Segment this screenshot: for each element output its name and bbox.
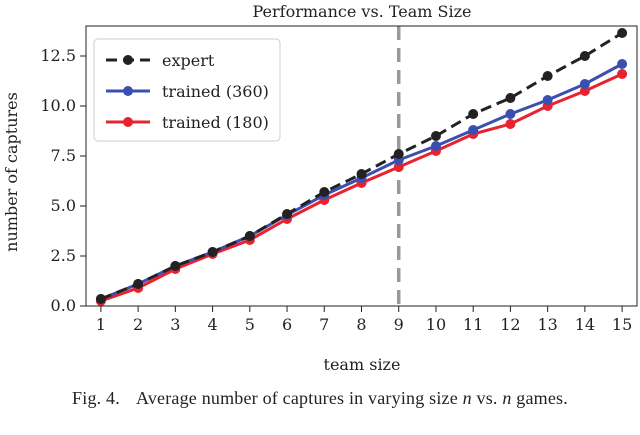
x-tick-label: 2 [133, 315, 143, 334]
legend-label-trained-360: trained (360) [162, 82, 269, 101]
x-tick-label: 7 [319, 315, 329, 334]
x-tick-label: 9 [394, 315, 404, 334]
data-point-expert [244, 231, 255, 241]
chart-title: Performance vs. Team Size [253, 2, 472, 21]
data-point-expert [542, 71, 553, 81]
caption-var-n2: n [502, 388, 512, 408]
data-point-trained-180 [579, 86, 590, 96]
data-point-expert [579, 51, 590, 61]
data-point-expert [617, 28, 628, 38]
data-point-expert [468, 109, 479, 119]
y-tick-label: 7.5 [51, 146, 76, 165]
y-tick-label: 2.5 [51, 246, 76, 265]
legend-marker-trained-180 [123, 117, 133, 127]
y-tick-label: 0.0 [51, 296, 76, 315]
x-tick-label: 6 [282, 315, 292, 334]
data-point-expert [393, 149, 404, 159]
figure-label: Fig. 4. [72, 388, 120, 408]
y-tick-label: 12.5 [40, 46, 76, 65]
x-tick-label: 14 [575, 315, 595, 334]
x-tick-label: 11 [463, 315, 483, 334]
data-point-trained-360 [468, 125, 479, 135]
legend-marker-expert [123, 55, 133, 65]
x-axis-label: team size [324, 355, 401, 374]
y-tick-label: 10.0 [40, 96, 76, 115]
data-point-trained-180 [617, 69, 628, 79]
x-tick-label: 13 [537, 315, 557, 334]
caption-text-1: Average number of captures in varying si… [135, 388, 463, 408]
x-tick-label: 10 [426, 315, 446, 334]
data-point-trained-360 [430, 141, 441, 151]
data-point-expert [505, 93, 516, 103]
legend-box [93, 38, 281, 142]
x-tick-label: 3 [170, 315, 180, 334]
x-tick-label: 15 [612, 315, 632, 334]
data-point-expert [170, 261, 181, 271]
x-tick-label: 12 [500, 315, 520, 334]
y-tick-label: 5.0 [51, 196, 76, 215]
data-point-expert [319, 187, 330, 197]
x-tick-label: 1 [96, 315, 106, 334]
data-point-expert [282, 209, 293, 219]
series-layer [95, 28, 628, 306]
data-point-trained-360 [579, 79, 590, 89]
data-point-trained-360 [542, 95, 553, 105]
line-chart: Performance vs. Team Size 1 2 3 4 5 6 7 8 9 10 11 1… [2, 2, 638, 374]
caption-text-2: vs. [471, 388, 503, 408]
legend-label-expert: expert [162, 51, 215, 70]
legend-marker-trained-360 [123, 86, 133, 96]
legend: expert trained (360) trained (180) [93, 38, 281, 142]
data-point-expert [133, 279, 144, 289]
data-point-expert [95, 294, 106, 304]
data-point-expert [430, 131, 441, 141]
caption-var-n1: n [462, 388, 472, 408]
x-tick-label: 5 [245, 315, 255, 334]
legend-label-trained-180: trained (180) [162, 113, 269, 132]
caption-text-3: games. [511, 388, 568, 408]
y-axis-label: number of captures [2, 92, 21, 252]
axes: 1 2 3 4 5 6 7 8 9 10 11 12 13 14 150.02.55.07.510.012.… [40, 25, 638, 334]
x-tick-label: 8 [356, 315, 366, 334]
data-point-trained-180 [393, 162, 404, 172]
data-point-expert [356, 169, 367, 179]
x-tick-label: 4 [207, 315, 217, 334]
series-expert [95, 28, 628, 304]
figure-caption: Fig. 4. Average number of captures in var… [0, 388, 640, 409]
data-point-trained-360 [617, 59, 628, 69]
data-point-trained-360 [505, 109, 516, 119]
data-point-trained-180 [505, 119, 516, 129]
data-point-expert [207, 247, 218, 257]
